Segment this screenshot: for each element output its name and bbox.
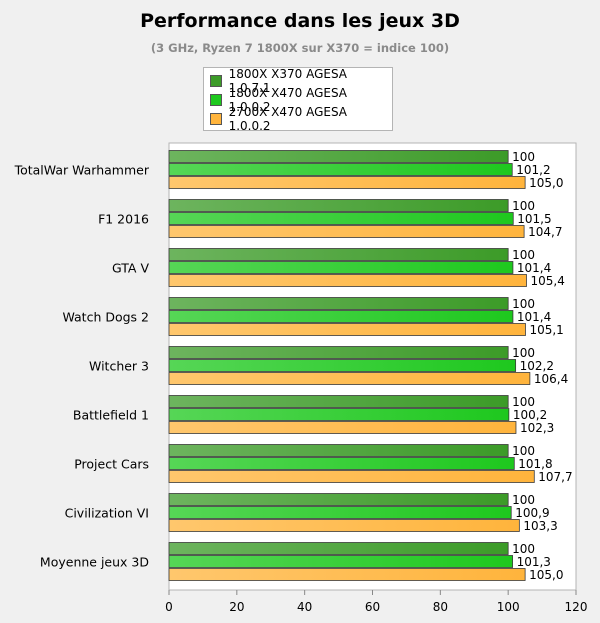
data-label-3-series-1: 100 bbox=[512, 248, 535, 262]
data-label-6-series-3: 102,3 bbox=[520, 421, 554, 435]
bar-6-series-1 bbox=[168, 395, 509, 408]
data-label-8-series-1: 100 bbox=[512, 493, 535, 507]
x-tick-label-5: 80 bbox=[433, 600, 448, 614]
bar-1-series-1 bbox=[168, 150, 509, 163]
x-tick-label-2: 20 bbox=[229, 600, 244, 614]
bar-3-series-3 bbox=[168, 274, 527, 287]
chart-title: Performance dans les jeux 3D bbox=[140, 10, 460, 32]
category-label-2: F1 2016 bbox=[98, 212, 149, 227]
legend-item-series-3: 2700X X470 AGESA 1.0.0.2 bbox=[210, 105, 386, 133]
data-label-8-series-2: 100,9 bbox=[515, 506, 549, 520]
bar-1-series-3 bbox=[168, 176, 526, 189]
bar-8-series-2 bbox=[168, 506, 512, 519]
data-label-7-series-2: 101,8 bbox=[518, 457, 552, 471]
category-label-5: Witcher 3 bbox=[89, 359, 149, 374]
data-label-4-series-3: 105,1 bbox=[529, 323, 563, 337]
category-label-1: TotalWar Warhammer bbox=[14, 163, 150, 178]
bar-1-series-2 bbox=[168, 163, 513, 176]
data-label-6-series-1: 100 bbox=[512, 395, 535, 409]
data-label-4-series-2: 101,4 bbox=[517, 310, 551, 324]
bar-5-series-1 bbox=[168, 346, 509, 359]
data-label-9-series-3: 105,0 bbox=[529, 568, 563, 582]
data-label-1-series-1: 100 bbox=[512, 150, 535, 164]
bar-7-series-3 bbox=[168, 470, 535, 483]
chart-subtitle: (3 GHz, Ryzen 7 1800X sur X370 = indice … bbox=[150, 41, 450, 55]
legend-label-series-3: 2700X X470 AGESA 1.0.0.2 bbox=[228, 104, 348, 133]
category-label-7: Project Cars bbox=[74, 457, 149, 472]
category-label-6: Battlefield 1 bbox=[73, 408, 149, 423]
bar-4-series-2 bbox=[168, 310, 514, 323]
data-label-5-series-3: 106,4 bbox=[534, 372, 568, 386]
bar-2-series-2 bbox=[168, 212, 514, 225]
data-label-3-series-3: 105,4 bbox=[530, 274, 564, 288]
category-label-9: Moyenne jeux 3D bbox=[40, 555, 149, 570]
x-tick-label-6: 100 bbox=[497, 600, 520, 614]
legend-label-series-1: 1800X X370 AGESA 1.0.7.1 bbox=[228, 66, 348, 95]
data-label-4-series-1: 100 bbox=[512, 297, 535, 311]
legend-swatch-series-3 bbox=[210, 112, 222, 125]
data-label-5-series-1: 100 bbox=[512, 346, 535, 360]
bar-7-series-2 bbox=[168, 457, 515, 470]
x-tick-label-4: 60 bbox=[365, 600, 380, 614]
legend-swatch-series-2 bbox=[210, 93, 222, 106]
bar-9-series-2 bbox=[168, 555, 513, 568]
data-label-6-series-2: 100,2 bbox=[513, 408, 547, 422]
bar-9-series-1 bbox=[168, 542, 509, 555]
legend-label-series-2: 1800X X470 AGESA 1.0.0.2 bbox=[228, 85, 348, 114]
data-label-2-series-3: 104,7 bbox=[528, 225, 562, 239]
bar-9-series-3 bbox=[168, 568, 526, 581]
bar-5-series-2 bbox=[168, 359, 517, 372]
x-tick-label-1: 0 bbox=[165, 600, 173, 614]
data-label-1-series-3: 105,0 bbox=[529, 176, 563, 190]
data-label-3-series-2: 101,4 bbox=[517, 261, 551, 275]
data-label-2-series-1: 100 bbox=[512, 199, 535, 213]
data-label-7-series-3: 107,7 bbox=[538, 470, 572, 484]
data-label-8-series-3: 103,3 bbox=[523, 519, 557, 533]
legend-item-series-1: 1800X X370 AGESA 1.0.7.1 bbox=[210, 67, 386, 95]
bar-2-series-3 bbox=[168, 225, 525, 238]
bar-7-series-1 bbox=[168, 444, 509, 457]
bar-3-series-1 bbox=[168, 248, 509, 261]
legend-item-series-2: 1800X X470 AGESA 1.0.0.2 bbox=[210, 86, 386, 114]
bar-5-series-3 bbox=[168, 372, 531, 385]
bar-8-series-3 bbox=[168, 519, 520, 532]
x-tick-label-7: 120 bbox=[565, 600, 588, 614]
bar-4-series-1 bbox=[168, 297, 509, 310]
data-label-7-series-1: 100 bbox=[512, 444, 535, 458]
data-label-1-series-2: 101,2 bbox=[516, 163, 550, 177]
category-label-3: GTA V bbox=[112, 261, 149, 276]
x-tick-label-3: 40 bbox=[297, 600, 312, 614]
bar-6-series-3 bbox=[168, 421, 517, 434]
bar-8-series-1 bbox=[168, 493, 509, 506]
bar-3-series-2 bbox=[168, 261, 514, 274]
legend-swatch-series-1 bbox=[210, 74, 222, 87]
category-label-4: Watch Dogs 2 bbox=[62, 310, 149, 325]
data-label-9-series-2: 101,3 bbox=[517, 555, 551, 569]
bar-4-series-3 bbox=[168, 323, 526, 336]
bar-2-series-1 bbox=[168, 199, 509, 212]
data-label-5-series-2: 102,2 bbox=[520, 359, 554, 373]
legend: 1800X X370 AGESA 1.0.7.1 1800X X470 AGES… bbox=[203, 67, 393, 133]
data-label-2-series-2: 101,5 bbox=[517, 212, 551, 226]
data-label-9-series-1: 100 bbox=[512, 542, 535, 556]
category-label-8: Civilization VI bbox=[65, 506, 149, 521]
bar-6-series-2 bbox=[168, 408, 510, 421]
